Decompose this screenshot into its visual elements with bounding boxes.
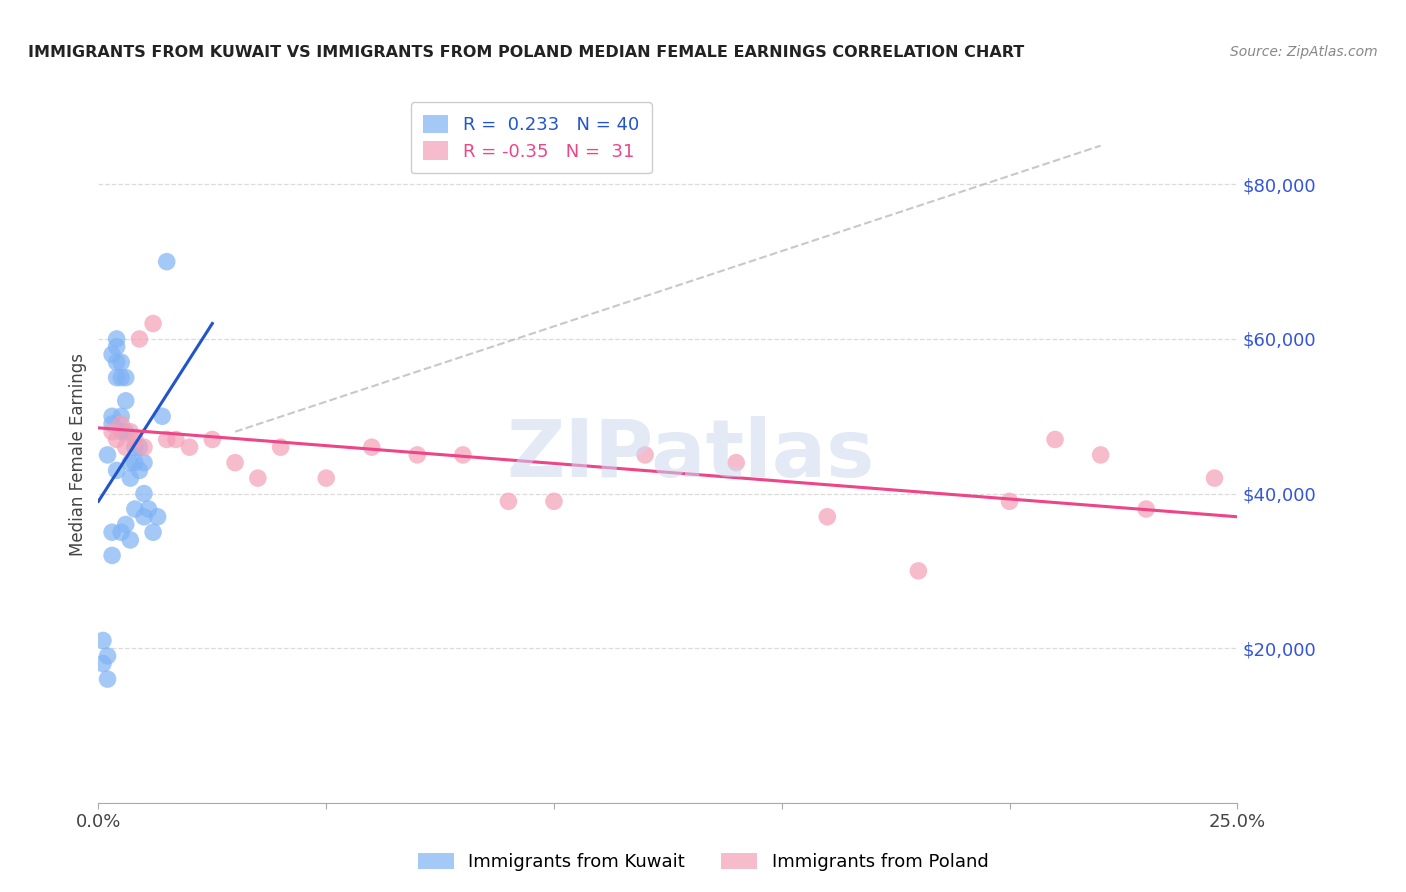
- Point: [96, 648, 118, 663]
- Point: [101, 425, 124, 439]
- Point: [406, 448, 429, 462]
- Point: [96, 448, 118, 462]
- Point: [165, 433, 187, 447]
- Point: [120, 456, 142, 470]
- Point: [315, 471, 337, 485]
- Point: [128, 463, 150, 477]
- Point: [114, 425, 136, 439]
- Point: [270, 440, 292, 454]
- Point: [224, 456, 246, 470]
- Point: [105, 370, 128, 384]
- Text: ZIPatlas: ZIPatlas: [506, 416, 875, 494]
- Point: [128, 440, 150, 454]
- Text: IMMIGRANTS FROM KUWAIT VS IMMIGRANTS FROM POLAND MEDIAN FEMALE EARNINGS CORRELAT: IMMIGRANTS FROM KUWAIT VS IMMIGRANTS FRO…: [28, 45, 1025, 60]
- Point: [142, 317, 165, 331]
- Point: [110, 525, 132, 540]
- Text: Source: ZipAtlas.com: Source: ZipAtlas.com: [1230, 45, 1378, 59]
- Y-axis label: Median Female Earnings: Median Female Earnings: [69, 353, 87, 557]
- Point: [132, 486, 155, 500]
- Point: [110, 355, 132, 369]
- Point: [815, 509, 838, 524]
- Point: [114, 517, 136, 532]
- Point: [110, 417, 132, 431]
- Point: [725, 456, 748, 470]
- Point: [1135, 502, 1157, 516]
- Point: [146, 509, 169, 524]
- Point: [110, 409, 132, 424]
- Point: [114, 393, 136, 408]
- Point: [124, 433, 146, 447]
- Point: [120, 471, 142, 485]
- Point: [1043, 433, 1066, 447]
- Legend: Immigrants from Kuwait, Immigrants from Poland: Immigrants from Kuwait, Immigrants from …: [411, 846, 995, 879]
- Point: [543, 494, 565, 508]
- Point: [179, 440, 201, 454]
- Point: [998, 494, 1021, 508]
- Point: [128, 332, 150, 346]
- Point: [498, 494, 520, 508]
- Point: [96, 672, 118, 686]
- Point: [201, 433, 224, 447]
- Point: [105, 463, 128, 477]
- Point: [156, 433, 179, 447]
- Point: [110, 425, 132, 439]
- Point: [91, 657, 114, 671]
- Point: [124, 440, 146, 454]
- Point: [105, 355, 128, 369]
- Point: [132, 456, 155, 470]
- Point: [150, 409, 173, 424]
- Point: [451, 448, 474, 462]
- Point: [110, 370, 132, 384]
- Point: [120, 533, 142, 547]
- Point: [156, 254, 179, 268]
- Point: [124, 502, 146, 516]
- Point: [1204, 471, 1226, 485]
- Point: [105, 332, 128, 346]
- Point: [101, 549, 124, 563]
- Point: [142, 525, 165, 540]
- Point: [114, 370, 136, 384]
- Point: [1090, 448, 1112, 462]
- Point: [132, 440, 155, 454]
- Point: [360, 440, 382, 454]
- Point: [124, 456, 146, 470]
- Point: [120, 425, 142, 439]
- Point: [634, 448, 657, 462]
- Point: [246, 471, 269, 485]
- Point: [101, 525, 124, 540]
- Point: [132, 509, 155, 524]
- Point: [907, 564, 929, 578]
- Point: [114, 440, 136, 454]
- Legend: R =  0.233   N = 40, R = -0.35   N =  31: R = 0.233 N = 40, R = -0.35 N = 31: [411, 103, 652, 173]
- Point: [101, 417, 124, 431]
- Point: [91, 633, 114, 648]
- Point: [101, 347, 124, 361]
- Point: [101, 409, 124, 424]
- Point: [105, 433, 128, 447]
- Point: [105, 340, 128, 354]
- Point: [138, 502, 160, 516]
